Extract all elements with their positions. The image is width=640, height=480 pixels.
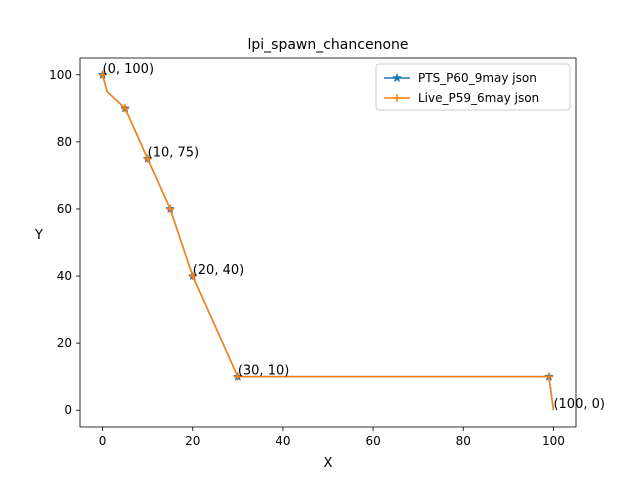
point-annotation: (10, 75) xyxy=(148,146,200,161)
legend-marker-1 xyxy=(392,72,402,83)
series-line-2 xyxy=(101,74,555,411)
legend-marker-2 xyxy=(393,94,401,102)
series-2-point xyxy=(544,372,553,381)
x-tick-label: 40 xyxy=(275,434,290,448)
point-annotation: (30, 10) xyxy=(238,364,290,379)
y-axis-label: Y xyxy=(34,228,43,243)
y-tick-label: 40 xyxy=(57,269,72,283)
chart-title: lpi_spawn_chancenone xyxy=(247,37,408,53)
y-tick-label: 20 xyxy=(57,336,72,350)
y-tick-label: 100 xyxy=(49,68,72,82)
y-tick-label: 0 xyxy=(64,403,72,417)
legend-label-2: Live_P59_6may json xyxy=(418,91,539,105)
series-2-point xyxy=(121,104,130,113)
legend-box xyxy=(375,63,571,111)
x-tick-label: 100 xyxy=(542,434,565,448)
plot-area: 0 20 40 60 80 100 0 20 40 60 80 100 (0, 100) (10, 75)… xyxy=(49,57,605,448)
series-2-point xyxy=(98,70,107,79)
x-tick-label: 20 xyxy=(185,434,200,448)
plot-frame xyxy=(79,57,577,428)
legend-label-1: PTS_P60_9may json xyxy=(418,71,537,85)
series-2-point xyxy=(143,154,152,163)
y-tick-label: 60 xyxy=(57,202,72,216)
x-axis-label: X xyxy=(324,456,333,471)
x-tick-label: 0 xyxy=(99,434,107,448)
point-annotation: (100, 0) xyxy=(553,397,605,412)
point-annotation: (0, 100) xyxy=(103,62,155,77)
point-annotation: (20, 40) xyxy=(193,263,245,278)
series-2-point xyxy=(166,204,175,213)
series-line-1 xyxy=(101,74,555,411)
x-tick-label: 60 xyxy=(365,434,380,448)
series-2-point xyxy=(233,372,242,381)
series-2-point xyxy=(188,272,197,281)
x-tick-label: 80 xyxy=(456,434,471,448)
y-tick-label: 80 xyxy=(57,135,72,149)
